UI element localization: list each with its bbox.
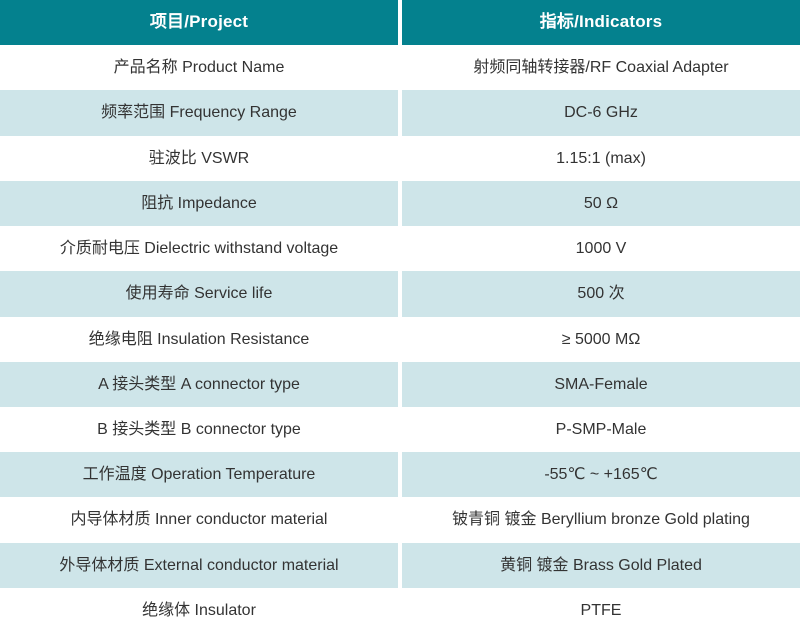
table-header-row: 项目/Project 指标/Indicators [0, 0, 800, 46]
indicator-cell: 1.15:1 (max) [402, 135, 800, 181]
indicator-cell: 50 Ω [402, 180, 800, 227]
header-indicators: 指标/Indicators [402, 0, 800, 46]
project-cell: 外导体材质 External conductor material [0, 542, 398, 588]
project-cell: 绝缘体 Insulator [0, 587, 398, 633]
table-row: 阻抗 Impedance 50 Ω [0, 180, 800, 227]
indicator-cell: PTFE [402, 587, 800, 633]
table-row: 频率范围 Frequency Range DC-6 GHz [0, 90, 800, 136]
indicator-cell: 铍青铜 镀金 Beryllium bronze Gold plating [402, 497, 800, 543]
table-row: B 接头类型 B connector type P-SMP-Male [0, 406, 800, 453]
table-row: A 接头类型 A connector type SMA-Female [0, 361, 800, 407]
indicator-cell: 黄铜 镀金 Brass Gold Plated [402, 542, 800, 588]
table-row: 产品名称 Product Name 射频同轴转接器/RF Coaxial Ada… [0, 45, 800, 91]
indicator-cell: P-SMP-Male [402, 406, 800, 453]
table-row: 内导体材质 Inner conductor material 铍青铜 镀金 Be… [0, 497, 800, 543]
table-row: 使用寿命 Service life 500 次 [0, 271, 800, 317]
indicator-cell: 射频同轴转接器/RF Coaxial Adapter [402, 45, 800, 91]
project-cell: 绝缘电阻 Insulation Resistance [0, 316, 398, 362]
project-cell: B 接头类型 B connector type [0, 406, 398, 453]
table-row: 绝缘电阻 Insulation Resistance ≥ 5000 MΩ [0, 316, 800, 362]
project-cell: 介质耐电压 Dielectric withstand voltage [0, 226, 398, 272]
indicator-cell: ≥ 5000 MΩ [402, 316, 800, 362]
indicator-cell: -55℃ ~ +165℃ [402, 452, 800, 498]
project-cell: 工作温度 Operation Temperature [0, 452, 398, 498]
project-cell: A 接头类型 A connector type [0, 361, 398, 407]
project-cell: 产品名称 Product Name [0, 45, 398, 91]
indicator-cell: 500 次 [402, 271, 800, 317]
indicator-cell: SMA-Female [402, 361, 800, 407]
table-row: 介质耐电压 Dielectric withstand voltage 1000 … [0, 226, 800, 272]
project-cell: 频率范围 Frequency Range [0, 90, 398, 136]
table-row: 驻波比 VSWR 1.15:1 (max) [0, 135, 800, 181]
table-row: 绝缘体 Insulator PTFE [0, 587, 800, 633]
indicator-cell: DC-6 GHz [402, 90, 800, 136]
table-row: 工作温度 Operation Temperature -55℃ ~ +165℃ [0, 452, 800, 498]
project-cell: 驻波比 VSWR [0, 135, 398, 181]
project-cell: 阻抗 Impedance [0, 180, 398, 227]
project-cell: 使用寿命 Service life [0, 271, 398, 317]
table-row: 外导体材质 External conductor material 黄铜 镀金 … [0, 542, 800, 588]
indicator-cell: 1000 V [402, 226, 800, 272]
header-project: 项目/Project [0, 0, 398, 46]
project-cell: 内导体材质 Inner conductor material [0, 497, 398, 543]
